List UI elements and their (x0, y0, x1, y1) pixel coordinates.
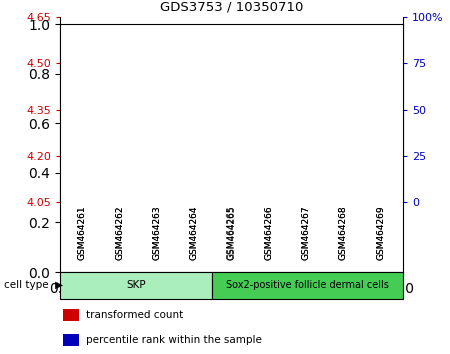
Text: GSM464261: GSM464261 (78, 206, 87, 260)
Text: GSM464269: GSM464269 (376, 206, 385, 260)
Text: GSM464264: GSM464264 (190, 206, 199, 260)
Text: transformed count: transformed count (86, 310, 183, 320)
Text: GSM464268: GSM464268 (339, 206, 348, 260)
Bar (260, 107, 278, 182)
Title: GDS3753 / 10350710: GDS3753 / 10350710 (160, 0, 303, 13)
Bar (297, 182, 315, 190)
Bar (297, 190, 315, 202)
Bar (222, 190, 241, 202)
Bar (212, 272, 403, 299)
Text: GSM464263: GSM464263 (153, 206, 162, 260)
Text: GSM464268: GSM464268 (339, 206, 348, 260)
Text: GSM464263: GSM464263 (153, 206, 162, 260)
Bar (222, 164, 241, 182)
Bar (371, 107, 390, 182)
Bar (110, 182, 129, 190)
Bar (63, 334, 79, 346)
Text: GSM464269: GSM464269 (376, 206, 385, 260)
Bar (110, 190, 129, 202)
Bar (63, 309, 79, 321)
Bar (334, 107, 353, 182)
Bar (297, 116, 315, 182)
Text: GSM464266: GSM464266 (264, 206, 273, 260)
Text: SKP: SKP (126, 280, 146, 291)
Text: GSM464265: GSM464265 (227, 206, 236, 260)
Bar (185, 182, 203, 190)
Text: Sox2-positive follicle dermal cells: Sox2-positive follicle dermal cells (226, 280, 389, 291)
Bar (185, 190, 203, 202)
Bar (185, 45, 203, 182)
Text: GSM464261: GSM464261 (78, 206, 87, 260)
Bar (148, 190, 166, 202)
Bar (334, 182, 353, 190)
Bar (222, 182, 241, 190)
Bar (73, 182, 92, 190)
Text: GSM464264: GSM464264 (190, 206, 199, 260)
Text: percentile rank within the sample: percentile rank within the sample (86, 335, 261, 345)
Bar (371, 190, 390, 202)
Text: GSM464267: GSM464267 (302, 206, 310, 260)
Text: GSM464267: GSM464267 (302, 206, 310, 260)
Bar (260, 190, 278, 202)
Bar (148, 182, 166, 190)
Text: GSM464265: GSM464265 (227, 206, 236, 260)
Bar (334, 190, 353, 202)
Bar (371, 182, 390, 190)
Text: GSM464266: GSM464266 (264, 206, 273, 260)
Bar (148, 103, 166, 182)
Text: GSM464262: GSM464262 (115, 206, 124, 260)
Bar (110, 107, 129, 182)
Bar (73, 85, 92, 182)
Text: GSM464262: GSM464262 (115, 206, 124, 260)
Bar (73, 190, 92, 202)
Bar (260, 182, 278, 190)
Text: cell type  ▶: cell type ▶ (4, 280, 63, 291)
Bar (60, 272, 212, 299)
